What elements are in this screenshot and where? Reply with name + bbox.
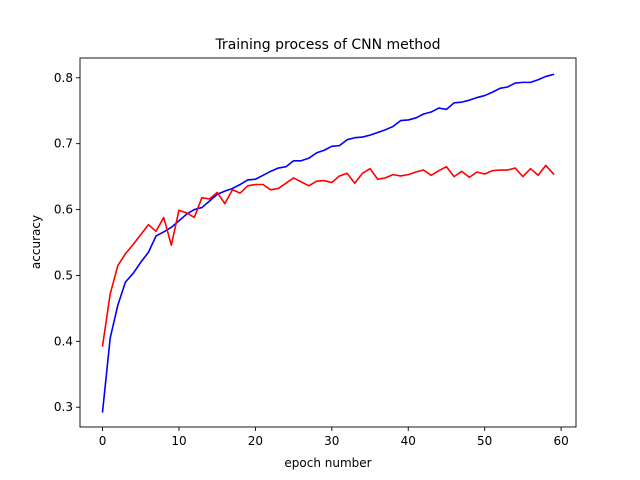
y-tick-label-3: 0.6 (54, 203, 73, 217)
y-tick-label-5: 0.8 (54, 71, 73, 85)
y-axis-label: accuracy (29, 215, 43, 269)
chart-title: Training process of CNN method (214, 37, 440, 53)
x-axis-label: epoch number (284, 456, 371, 470)
axes-frame (79, 57, 577, 428)
x-tick-label-6: 60 (553, 434, 568, 448)
x-tick-label-2: 20 (248, 434, 263, 448)
plot-area: 0 10 20 30 40 50 60 0.3 0.4 0.5 0.6 0.7 0.8 (54, 57, 577, 448)
series-line-0 (101, 73, 555, 413)
y-tick-label-4: 0.7 (54, 137, 73, 151)
x-tick-label-0: 0 (99, 434, 107, 448)
x-tick-label-5: 50 (477, 434, 492, 448)
y-tick-label-0: 0.3 (54, 400, 73, 414)
x-tick-label-4: 40 (401, 434, 416, 448)
x-tick-label-1: 10 (171, 434, 186, 448)
y-tick-label-1: 0.4 (54, 334, 73, 348)
y-tick-label-2: 0.5 (54, 268, 73, 282)
series-line-1 (101, 164, 555, 347)
x-tick-label-3: 30 (324, 434, 339, 448)
